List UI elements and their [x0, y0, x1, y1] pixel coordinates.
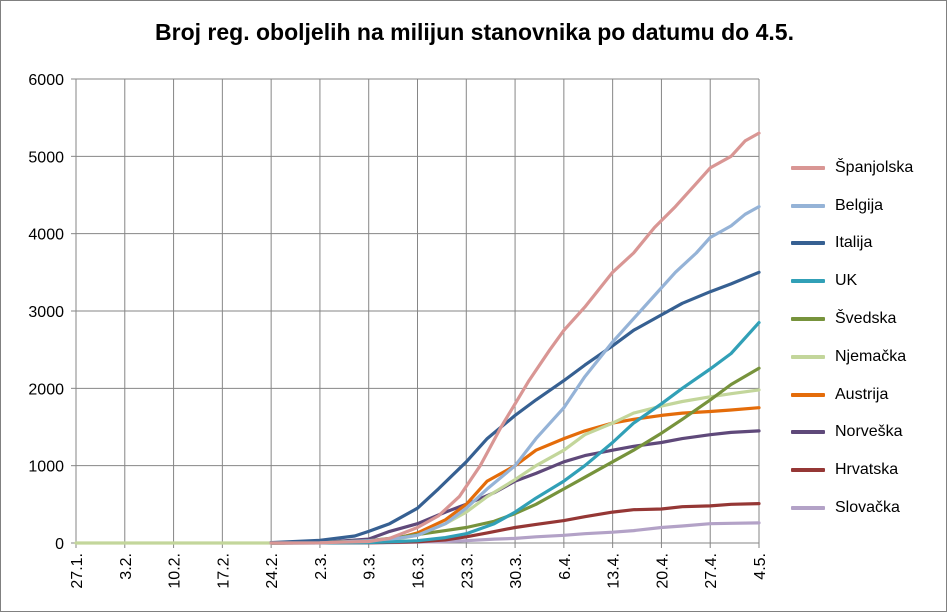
y-tick-label: 3000 [28, 304, 64, 321]
series-line [269, 205, 761, 545]
x-tick-label: 24.2. [264, 553, 281, 589]
legend-swatch [791, 241, 825, 246]
legend-swatch [791, 430, 825, 435]
series-line [269, 321, 761, 545]
legend-label: Slovačka [835, 499, 900, 517]
y-tick-label: 5000 [28, 149, 64, 166]
series-line [269, 131, 761, 545]
y-tick-label: 2000 [28, 381, 64, 398]
legend-swatch [791, 317, 825, 322]
x-tick-label: 20.4. [654, 553, 671, 589]
y-tick-label: 6000 [28, 72, 64, 89]
legend-label: Norveška [835, 423, 903, 441]
legend-item: Italija [791, 225, 913, 263]
legend-label: Belgija [835, 196, 884, 214]
y-tick-label: 1000 [28, 459, 64, 476]
x-tick-label: 6.4. [557, 553, 574, 580]
legend-item: Španjolska [791, 149, 913, 187]
legend-item: Njemačka [791, 338, 913, 376]
x-tick-label: 4.5. [752, 553, 769, 580]
series-line [269, 270, 761, 545]
x-tick-label: 16.3. [411, 553, 428, 589]
x-tick-label: 13.4. [606, 553, 623, 589]
legend-item: Norveška [791, 414, 913, 452]
legend-label: Švedska [835, 310, 897, 328]
legend-swatch [791, 506, 825, 511]
legend-swatch [791, 279, 825, 284]
legend-label: UK [835, 272, 858, 290]
legend-item: Belgija [791, 187, 913, 225]
legend-item: UK [791, 262, 913, 300]
series-line [269, 429, 761, 545]
legend-swatch [791, 165, 825, 170]
chart-title: Broj reg. oboljelih na milijun stanovnik… [155, 19, 794, 45]
legend-label: Španjolska [835, 158, 914, 176]
legend-swatch [791, 468, 825, 473]
x-tick-label: 2.3. [313, 553, 330, 580]
legend-label: Hrvatska [835, 461, 899, 479]
legend-item: Austrija [791, 376, 913, 414]
x-tick-label: 27.4. [703, 553, 720, 589]
x-tick-label: 17.2. [215, 553, 232, 589]
x-tick-label: 30.3. [508, 553, 525, 589]
legend-swatch [791, 354, 825, 359]
x-tick-label: 10.2. [167, 553, 184, 589]
legend-label: Italija [835, 234, 873, 252]
x-tick-label: 23.3. [459, 553, 476, 589]
legend-swatch [791, 392, 825, 397]
legend-item: Slovačka [791, 489, 913, 527]
x-tick-label: 9.3. [362, 553, 379, 580]
legend-label: Njemačka [835, 347, 907, 365]
legend-label: Austrija [835, 385, 889, 403]
legend-swatch [791, 203, 825, 208]
x-tick-label: 27.1. [69, 553, 86, 589]
legend-item: Švedska [791, 300, 913, 338]
legend-item: Hrvatska [791, 451, 913, 489]
y-tick-label: 4000 [28, 227, 64, 244]
x-tick-label: 3.2. [118, 553, 135, 580]
y-tick-label: 0 [55, 536, 64, 553]
legend: Španjolska Belgija Italija UK Švedska Njemačk… [791, 149, 913, 527]
